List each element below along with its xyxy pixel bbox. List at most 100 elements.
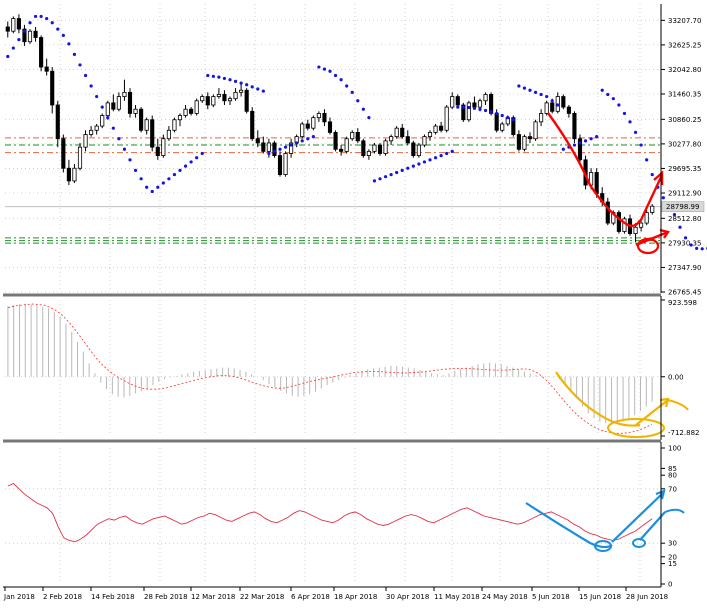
- sar-dot: [600, 88, 604, 92]
- red-arrow-up-1: [638, 174, 664, 223]
- candle-body: [89, 129, 94, 135]
- last-price-box: [661, 201, 705, 212]
- x-tick-label: 6 Apr 2018: [291, 593, 330, 601]
- candle-body: [539, 113, 544, 123]
- candle-body: [355, 132, 360, 142]
- candle-body: [316, 113, 321, 119]
- candle-body: [422, 136, 427, 146]
- sar-dot: [189, 160, 193, 164]
- candle-body: [150, 119, 155, 148]
- sar-dot: [495, 111, 499, 116]
- candle-body: [577, 138, 583, 161]
- sar-dot: [133, 168, 138, 172]
- candle-body: [489, 94, 494, 114]
- y-tick-label: 27347.90: [668, 264, 701, 272]
- sar-dot: [272, 149, 277, 153]
- sar-dot: [345, 84, 349, 88]
- candle-body: [211, 96, 216, 106]
- candle-body: [122, 91, 127, 97]
- sar-dot: [233, 79, 238, 83]
- blue-arrow-head-1: [655, 489, 666, 500]
- candle-body: [361, 140, 366, 156]
- candle-body: [55, 104, 60, 140]
- sar-dot: [472, 106, 477, 110]
- sar-dot: [378, 177, 382, 181]
- orange-hook: [667, 399, 689, 411]
- candle-body: [239, 89, 244, 93]
- sar-dot: [61, 33, 65, 38]
- candle-body: [11, 18, 16, 32]
- candle-body: [16, 18, 21, 30]
- sar-dot: [350, 90, 354, 94]
- sar-dot: [700, 247, 704, 251]
- candle-body: [594, 172, 599, 194]
- y-tick-label: 70: [668, 485, 677, 493]
- oscillator-panel: 923.598 0.00 -712.882: [5, 296, 699, 440]
- candle-body: [5, 26, 10, 32]
- sar-dot: [122, 147, 127, 151]
- sar-dot: [489, 110, 493, 114]
- sar-dot: [483, 108, 488, 113]
- x-tick-label: 12 Mar 2018: [191, 593, 235, 601]
- sar-dot: [517, 84, 521, 88]
- sar-dot: [539, 92, 543, 97]
- candle-body: [27, 30, 33, 43]
- y-tick-label: 85: [668, 465, 677, 473]
- candle-body: [350, 132, 355, 140]
- sar-dot: [50, 21, 54, 25]
- sar-dot: [650, 172, 654, 177]
- candle-body: [439, 125, 444, 131]
- candle-body: [172, 119, 177, 131]
- sar-dot: [450, 149, 454, 153]
- candle-body: [616, 212, 621, 232]
- red-circle-marker: [636, 237, 660, 255]
- candle-body: [322, 113, 327, 123]
- sar-dot: [145, 185, 149, 189]
- sar-dot: [89, 84, 93, 88]
- candle-body: [372, 144, 377, 152]
- x-tick-label: 30 Apr 2018: [386, 593, 429, 601]
- candle-body: [522, 136, 527, 150]
- y-tick-label: 31460.35: [668, 91, 701, 99]
- sar-dot: [511, 118, 515, 122]
- candle-body: [116, 96, 121, 110]
- sar-dot: [39, 14, 43, 19]
- sar-dot: [56, 27, 60, 31]
- y-tick-label: 30860.25: [668, 116, 701, 124]
- red-arrow-head-2: [659, 228, 670, 239]
- x-tick-label: 14 Feb 2018: [91, 593, 135, 601]
- sar-dot: [339, 78, 343, 82]
- sar-dot: [461, 105, 465, 109]
- sar-dot: [417, 162, 421, 166]
- candle-body: [394, 127, 399, 138]
- sar-dot: [678, 225, 682, 229]
- x-axis-labels: Jan 2018 2 Feb 2018 14 Feb 2018 28 Feb 2018…: [3, 587, 668, 601]
- sar-dot: [395, 170, 399, 175]
- candle-body: [500, 123, 505, 131]
- candle-body: [477, 100, 483, 108]
- y-tick-label: 29112.90: [668, 190, 701, 198]
- sar-dot: [322, 67, 327, 71]
- candle-body: [61, 138, 66, 169]
- main-price-panel: 33207.70 32625.25 32042.80 31460.35 30860.25…: [3, 4, 707, 297]
- oscillator-hand-drawn-annotations: [555, 371, 689, 438]
- red-trend-curve: [547, 112, 642, 228]
- sar-dot: [550, 99, 554, 103]
- candle-body: [177, 115, 183, 121]
- y-tick-label: 20: [668, 553, 677, 561]
- sar-dot: [217, 75, 221, 79]
- sar-dot: [206, 73, 210, 78]
- sar-dot: [300, 139, 304, 143]
- candle-body: [561, 96, 566, 108]
- sar-dot: [211, 74, 215, 78]
- sar-dot: [672, 213, 677, 217]
- red-arrow-head-1: [653, 170, 664, 185]
- candle-body: [222, 94, 227, 102]
- sar-dot: [178, 168, 182, 172]
- sar-dot: [533, 90, 538, 94]
- sar-dot: [261, 89, 265, 93]
- candle-body: [133, 108, 138, 114]
- candle-body: [427, 132, 433, 138]
- sar-dot: [372, 179, 377, 183]
